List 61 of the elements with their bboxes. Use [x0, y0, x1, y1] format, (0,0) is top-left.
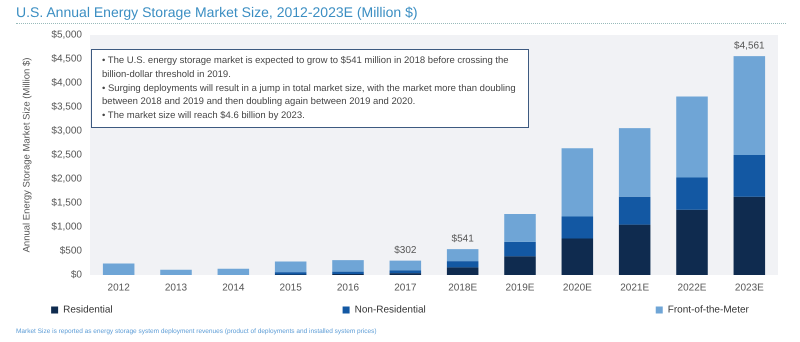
y-tick-label: $2,000	[51, 174, 82, 184]
bar	[504, 214, 536, 242]
bar	[618, 128, 650, 197]
total-label: $4,561	[734, 40, 766, 52]
bar	[504, 256, 536, 275]
y-axis-title: Annual Energy Storage Market Size (Million $)	[22, 58, 32, 252]
bar	[390, 260, 422, 270]
x-tick-label: 2021E	[620, 282, 650, 294]
total-label: $302	[394, 245, 417, 256]
x-tick-label: 2020E	[562, 282, 592, 294]
legend-label: Front-of-the-Meter	[668, 304, 750, 316]
x-tick-label: 2018E	[448, 282, 478, 294]
legend-label: Residential	[63, 304, 113, 316]
annotation: • The market size will reach $4.6 billion by 2023.	[102, 109, 306, 123]
bar	[562, 238, 594, 275]
bar	[734, 155, 766, 197]
bar	[446, 267, 478, 275]
annotation: • The U.S. energy storage market is expected to grow to $541 million in 2018 before crossing the billion-dollar threshold in 2019.	[102, 54, 510, 82]
bar	[504, 242, 536, 256]
y-tick-label: $5,000	[51, 30, 82, 40]
bar	[734, 196, 766, 275]
annotation: • Surging deployments will result in a jump in total market size, with the market more than doubling between 2018 and 2019 and then doubling again between 2019 and 2020.	[102, 82, 517, 110]
x-tick-label: 2017	[394, 282, 417, 294]
y-tick-label: $500	[60, 246, 82, 256]
total-label: $541	[452, 234, 474, 245]
bar	[676, 178, 708, 210]
x-tick-label: 2012	[108, 282, 130, 294]
x-tick-label: 2015	[280, 282, 302, 294]
y-tick-label: $3,000	[51, 126, 82, 136]
bar	[446, 249, 478, 262]
bar	[676, 96, 708, 178]
x-tick-label: 2022E	[678, 282, 707, 294]
bar	[390, 270, 422, 274]
bar	[676, 210, 708, 275]
bar	[160, 270, 192, 275]
bar	[102, 263, 134, 275]
bar	[618, 196, 650, 225]
bar	[562, 148, 594, 216]
bar	[332, 272, 364, 274]
bar	[274, 262, 306, 272]
y-tick-label: $3,500	[51, 102, 82, 112]
y-tick-label: $4,500	[51, 54, 82, 64]
x-tick-label: 2023E	[734, 282, 764, 294]
y-tick-label: $4,000	[51, 78, 82, 88]
bar	[446, 261, 478, 268]
y-tick-label: $1,500	[51, 198, 82, 208]
bar	[218, 268, 250, 275]
bar	[562, 216, 594, 239]
legend-label: Non-Residential	[354, 304, 426, 316]
chart-title: U.S. Annual Energy Storage Market Size, 2012-2023E (Million $)	[16, 4, 786, 24]
bar	[618, 224, 650, 275]
x-tick-label: 2013	[164, 282, 188, 294]
x-tick-label: 2014	[222, 282, 245, 294]
y-tick-label: $2,500	[51, 150, 82, 160]
bar	[734, 56, 766, 155]
y-tick-label: $1,000	[51, 222, 82, 232]
x-tick-label: 2019E	[506, 282, 535, 294]
x-tick-label: 2016	[336, 282, 360, 294]
bar	[332, 260, 364, 272]
bar	[274, 272, 306, 275]
y-tick-label: $0	[70, 270, 82, 280]
